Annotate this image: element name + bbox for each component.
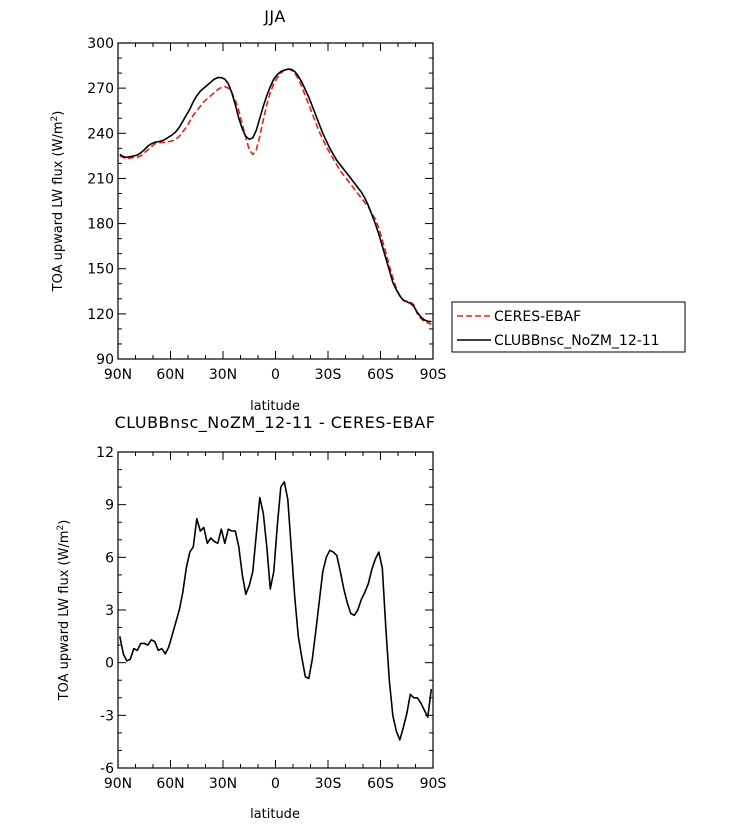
y-tick-label: -3 [100, 708, 114, 724]
bottom-ylabel-sup: 2 [56, 525, 66, 531]
y-tick-label: 270 [87, 81, 114, 97]
y-tick-label: 90 [96, 352, 114, 368]
bottom-ylabel-main: TOA upward LW flux (W/m [57, 530, 72, 701]
y-tick-label: 12 [96, 445, 114, 461]
top-ticks [117, 42, 434, 360]
top-ylabel-close: ) [51, 111, 66, 116]
y-tick-label: 300 [87, 36, 114, 52]
top-ylabel-sup: 2 [50, 116, 60, 122]
x-tick-label: 0 [271, 776, 280, 792]
top-series [119, 67, 432, 326]
bottom-ylabel-close: ) [57, 520, 72, 525]
series-line-clubbnsc-nozm-12-11 [119, 68, 432, 323]
y-tick-label: 3 [105, 603, 114, 619]
x-tick-label: 0 [271, 367, 280, 383]
legend-label-model: CLUBBnsc_NoZM_12-11 [494, 333, 660, 349]
y-tick-label: 9 [105, 498, 114, 514]
bottom-xlabel: latitude [250, 807, 300, 822]
y-tick-label: 180 [87, 217, 114, 233]
top-tick-labels: 90N 60N 30N 0 30S 60S 90S 90 120 150 180 210 240 270 3… [87, 36, 446, 383]
top-ylabel-main: TOA upward LW flux (W/m [51, 121, 66, 292]
x-tick-label: 30S [315, 367, 342, 383]
series-line-ceres-ebaf [119, 67, 432, 326]
y-tick-label: -6 [100, 761, 114, 777]
bottom-ylabel: TOA upward LW flux (W/m2) [56, 520, 72, 702]
y-tick-label: 0 [105, 656, 114, 672]
y-tick-label: 240 [87, 126, 114, 142]
bottom-series [119, 480, 433, 741]
x-tick-label: 30N [209, 367, 237, 383]
x-tick-label: 90S [420, 776, 447, 792]
legend-box [451, 301, 686, 353]
x-tick-label: 90S [420, 367, 447, 383]
x-tick-label: 90N [104, 367, 132, 383]
top-panel: JJA 90N 60N 30N 0 30S 60S 90S 90 120 150 180 210 240… [50, 7, 686, 414]
legend-label-ceres: CERES-EBAF [494, 309, 581, 325]
x-tick-label: 60N [156, 776, 184, 792]
bottom-plot-frame [117, 451, 434, 769]
top-chart-title: JJA [263, 7, 286, 26]
x-tick-label: 60S [367, 776, 394, 792]
x-tick-label: 90N [104, 776, 132, 792]
top-xlabel: latitude [250, 399, 300, 414]
bottom-chart-title: CLUBBnsc_NoZM_12-11 - CERES-EBAF [115, 413, 436, 433]
bottom-panel: CLUBBnsc_NoZM_12-11 - CERES-EBAF 90N 60N 3… [56, 413, 446, 822]
bottom-ticks [117, 451, 434, 769]
x-tick-label: 30S [315, 776, 342, 792]
y-tick-label: 120 [87, 307, 114, 323]
y-tick-label: 150 [87, 262, 114, 278]
x-tick-label: 60S [367, 367, 394, 383]
y-tick-label: 6 [105, 550, 114, 566]
top-plot-frame [117, 42, 434, 360]
x-tick-label: 30N [209, 776, 237, 792]
legend: CERES-EBAF CLUBBnsc_NoZM_12-11 [451, 301, 686, 353]
x-tick-label: 60N [156, 367, 184, 383]
bottom-tick-labels: 90N 60N 30N 0 30S 60S 90S -6 -3 0 3 6 9 12 [96, 445, 446, 792]
series-line-difference [119, 480, 433, 741]
top-ylabel: TOA upward LW flux (W/m2) [50, 111, 66, 293]
y-tick-label: 210 [87, 171, 114, 187]
